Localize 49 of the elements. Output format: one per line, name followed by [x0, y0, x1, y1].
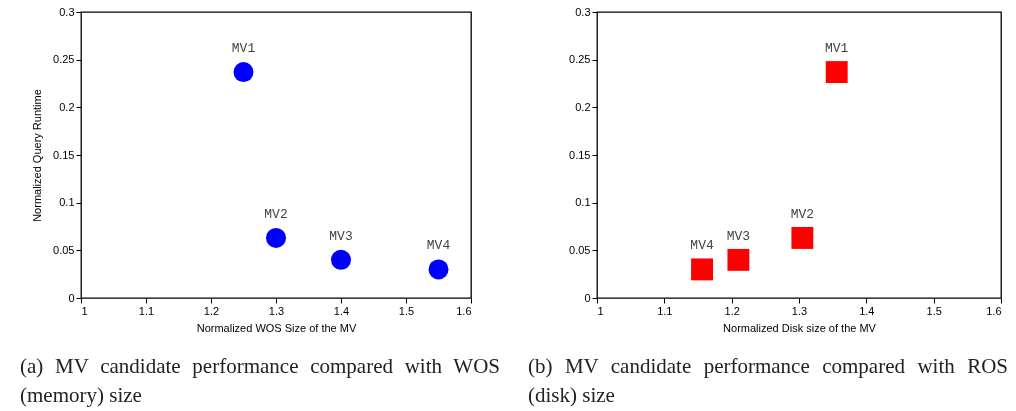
y-axis-title: Normalized Query Runtime [31, 89, 44, 222]
y-tick-label: 0.25 [569, 53, 591, 66]
x-tick-label: 1.4 [333, 304, 350, 317]
annotation: MV4 [690, 238, 714, 254]
annotation: MV3 [726, 228, 751, 244]
point [428, 259, 449, 280]
annotation: MV4 [426, 238, 451, 254]
x-tick-label: 1 [81, 304, 88, 317]
point [791, 226, 814, 249]
x-tick-label: 1.6 [456, 304, 472, 317]
y-tick-label: 0.1 [575, 196, 591, 209]
point [825, 61, 848, 84]
y-tick-label: 0.05 [569, 243, 591, 256]
point [691, 258, 713, 281]
annotation: MV1 [825, 41, 849, 57]
x-tick-label: 1.1 [138, 304, 155, 317]
annotation: MV2 [264, 206, 288, 222]
text: (a) MV candidate performance compared with WOS (memory) size [20, 353, 500, 409]
y-tick-label: 0 [584, 291, 591, 304]
point [727, 248, 750, 271]
y-tick-label: 0.25 [53, 53, 75, 66]
x-tick-label: 1.6 [986, 304, 1002, 317]
y-tick-label: 0.2 [575, 100, 591, 113]
y-tick-label: 0 [68, 291, 75, 304]
x-tick-label: 1.2 [203, 304, 220, 317]
y-tick-label: 0.1 [59, 196, 75, 209]
point [233, 62, 254, 83]
y-tick-label: 0.3 [575, 5, 591, 18]
x-tick-label: 1.3 [268, 304, 285, 317]
x-tick-label: 1.1 [657, 304, 673, 317]
text: (b) MV candidate performance compared with ROS (disk) size [528, 353, 1008, 409]
x-axis-title: Normalized Disk size of the MV [723, 321, 877, 334]
y-tick-label: 0.15 [569, 148, 591, 161]
x-axis-title: Normalized WOS Size of the MV [196, 321, 357, 334]
point [266, 227, 286, 248]
y-tick-label: 0.2 [59, 100, 75, 113]
x-tick-label: 1 [597, 304, 604, 317]
x-tick-label: 1.4 [859, 304, 875, 317]
x-tick-label: 1.5 [926, 304, 942, 317]
y-tick-label: 0.3 [59, 5, 75, 18]
x-tick-label: 1.5 [398, 304, 415, 317]
annotation: MV1 [231, 41, 256, 57]
point [331, 249, 351, 270]
annotation: MV2 [790, 206, 815, 222]
y-tick-label: 0.05 [53, 243, 75, 256]
x-tick-label: 1.2 [724, 304, 740, 317]
annotation: MV3 [329, 228, 353, 244]
y-tick-label: 0.15 [53, 148, 75, 161]
x-tick-label: 1.3 [791, 304, 808, 317]
